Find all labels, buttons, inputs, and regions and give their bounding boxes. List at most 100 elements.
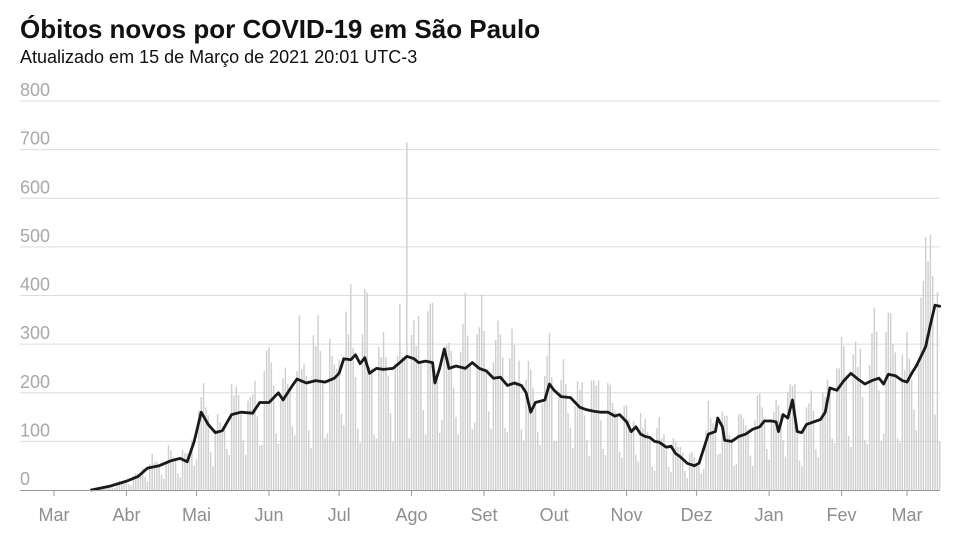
daily-bar	[303, 364, 305, 490]
daily-bar	[560, 380, 562, 490]
daily-bar	[144, 476, 146, 490]
daily-bar	[270, 362, 273, 490]
daily-bar	[735, 463, 738, 490]
daily-bar	[237, 394, 240, 490]
daily-bar	[214, 429, 216, 490]
daily-bar	[723, 415, 726, 490]
daily-bar	[924, 237, 927, 490]
daily-bar	[810, 390, 812, 490]
daily-bar	[212, 466, 214, 490]
daily-bar	[130, 485, 132, 490]
daily-bar	[658, 417, 660, 490]
daily-bar	[399, 303, 401, 490]
daily-bar	[513, 344, 516, 490]
daily-bar	[504, 428, 506, 490]
daily-bar	[530, 369, 532, 490]
daily-bar	[590, 380, 593, 490]
daily-bar	[894, 352, 897, 490]
daily-bar	[749, 455, 752, 490]
daily-bar	[754, 420, 756, 490]
daily-bar	[494, 339, 497, 490]
daily-bar	[646, 431, 649, 490]
daily-bar	[618, 451, 621, 490]
daily-bar	[322, 379, 324, 490]
daily-bar	[172, 457, 174, 490]
daily-bar	[324, 438, 326, 490]
daily-bar	[333, 364, 336, 490]
x-tick-label: Jan	[755, 505, 784, 525]
daily-bar	[261, 445, 263, 490]
daily-bar	[499, 334, 502, 490]
daily-bar	[165, 462, 167, 490]
daily-bar	[258, 445, 261, 490]
daily-bar	[787, 392, 789, 490]
daily-bar	[438, 433, 441, 490]
daily-bar	[716, 454, 719, 490]
daily-bar	[315, 346, 317, 490]
daily-bar	[565, 383, 567, 490]
daily-bar	[331, 355, 333, 490]
daily-bar	[181, 449, 184, 490]
daily-bar	[132, 475, 135, 490]
daily-bar	[373, 434, 375, 490]
daily-bar	[840, 337, 843, 490]
daily-bar	[125, 481, 128, 490]
daily-bar	[296, 371, 298, 490]
daily-bar	[770, 421, 773, 490]
daily-bar	[319, 350, 322, 490]
daily-bar	[403, 359, 406, 490]
daily-bar	[123, 480, 125, 490]
daily-bar	[345, 311, 347, 490]
daily-bar	[602, 448, 604, 490]
daily-bar	[670, 471, 672, 490]
daily-bar	[738, 414, 740, 490]
daily-bar	[121, 481, 123, 490]
daily-bar	[866, 444, 868, 490]
daily-bar	[249, 396, 252, 490]
daily-bar	[240, 411, 242, 490]
daily-bar	[850, 446, 852, 490]
daily-bar	[156, 461, 158, 490]
daily-bar	[448, 342, 450, 490]
daily-bar	[915, 430, 918, 490]
daily-bar	[625, 405, 628, 490]
daily-bar	[343, 425, 345, 490]
daily-bar	[595, 385, 597, 490]
daily-bar	[508, 358, 511, 490]
daily-bar	[114, 487, 116, 490]
daily-bar	[686, 478, 689, 490]
daily-bar	[382, 332, 385, 490]
daily-bar	[819, 421, 822, 490]
daily-bar	[681, 453, 684, 490]
daily-bar	[887, 313, 890, 490]
daily-bar	[158, 464, 160, 490]
x-tick-label: Jul	[328, 505, 351, 525]
daily-bar	[621, 457, 623, 490]
daily-bar	[200, 397, 202, 490]
y-tick-label: 100	[20, 420, 50, 440]
daily-bar	[387, 375, 389, 490]
daily-bar	[908, 358, 911, 490]
daily-bar	[801, 466, 803, 490]
daily-bar	[579, 389, 581, 490]
daily-bar	[209, 452, 212, 490]
daily-bar	[611, 403, 614, 490]
y-tick-label: 600	[20, 177, 50, 197]
y-tick-label: 500	[20, 226, 50, 246]
daily-bar	[128, 484, 130, 490]
daily-bars	[93, 142, 941, 491]
daily-bar	[854, 341, 857, 490]
daily-bar	[443, 351, 445, 490]
daily-bar	[429, 303, 431, 490]
daily-bar	[698, 465, 700, 490]
x-axis: Mar Abr Mai Jun Jul Ago Set Out Nov Dez Jan Fev Mar	[20, 490, 940, 525]
daily-bar	[642, 428, 644, 490]
daily-bar	[455, 416, 457, 490]
daily-bar	[410, 334, 413, 490]
daily-bar	[665, 449, 668, 490]
daily-bar	[548, 332, 551, 490]
daily-bar	[656, 427, 658, 490]
daily-bar	[551, 377, 553, 490]
daily-bar	[235, 386, 238, 490]
daily-bar	[719, 453, 721, 490]
